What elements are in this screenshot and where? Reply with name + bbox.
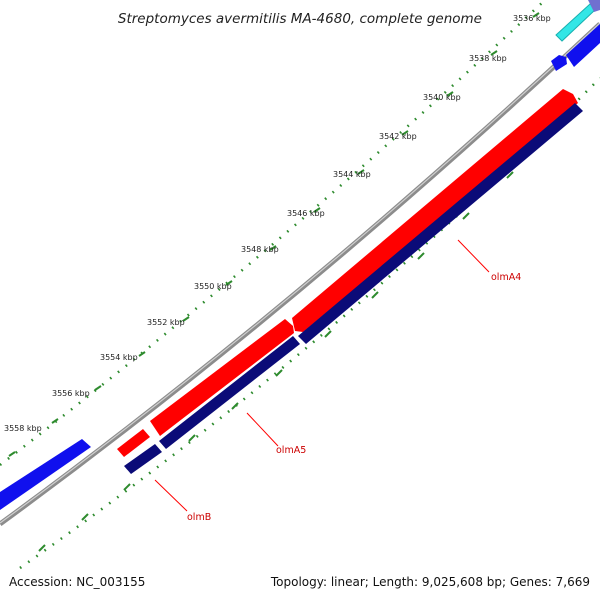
- outer-major-tick: [357, 169, 365, 175]
- inner-major-tick: [462, 212, 470, 220]
- red-features: [117, 89, 578, 457]
- leader-olmB: [154, 479, 188, 512]
- outer-major-tick: [8, 451, 16, 457]
- outer-major-tick: [138, 351, 146, 357]
- navy-features: [124, 103, 583, 474]
- outer-major-tick: [94, 385, 102, 391]
- gene-blue-small[interactable]: [551, 55, 567, 71]
- inner-major-tick: [275, 369, 283, 377]
- genome-summary-text: Topology: linear; Length: 9,025,608 bp; …: [270, 575, 590, 589]
- scale-label-3554: 3554 kbp: [100, 353, 138, 362]
- backbone: [0, 22, 600, 527]
- scale-label-3550: 3550 kbp: [194, 282, 232, 291]
- inner-major-tick: [188, 434, 196, 442]
- outer-major-tick: [269, 245, 277, 251]
- inner-major-tick: [231, 402, 239, 410]
- outer-ruler: [0, 0, 546, 467]
- inner-major-tick: [324, 330, 332, 338]
- leader-olmA5: [246, 412, 279, 447]
- backbone-line: [0, 22, 600, 527]
- cds-navy-olmA5[interactable]: [159, 336, 300, 449]
- scale-label-3544: 3544 kbp: [333, 170, 371, 179]
- outer-major-ticks: [8, 12, 540, 457]
- outer-major-tick: [532, 12, 540, 18]
- gene-label-olmA5: olmA5: [276, 445, 306, 456]
- cds-red-olmA4[interactable]: [292, 89, 578, 332]
- inner-major-tick: [506, 171, 514, 179]
- accession-text: Accession: NC_003155: [9, 575, 145, 589]
- inner-major-tick: [123, 483, 131, 491]
- gene-blue-left[interactable]: [0, 439, 91, 510]
- scale-label-3552: 3552 kbp: [147, 318, 185, 327]
- gene-blue-right[interactable]: [566, 24, 600, 67]
- outer-major-tick: [225, 280, 233, 286]
- scale-label-3540: 3540 kbp: [423, 93, 461, 102]
- gene-label-olmA4: olmA4: [491, 272, 521, 283]
- gene-label-olmB: olmB: [187, 512, 211, 523]
- scale-label-3542: 3542 kbp: [379, 132, 417, 141]
- inner-major-tick: [371, 291, 379, 299]
- inner-major-tick: [81, 513, 89, 521]
- scale-label-3536: 3536 kbp: [513, 14, 551, 23]
- cds-red-olmA5[interactable]: [150, 319, 294, 436]
- outer-major-tick: [51, 418, 59, 424]
- scale-label-3546: 3546 kbp: [287, 209, 325, 218]
- backbone-highlight: [0, 22, 600, 524]
- gene-purple[interactable]: [588, 0, 600, 12]
- scale-label-3556: 3556 kbp: [52, 389, 90, 398]
- cds-red-olmB[interactable]: [117, 429, 150, 457]
- outer-major-tick: [490, 50, 498, 56]
- scale-label-3548: 3548 kbp: [241, 245, 279, 254]
- inner-major-tick: [38, 544, 46, 552]
- scale-label-3538: 3538 kbp: [469, 54, 507, 63]
- top-right-genes: [551, 0, 600, 71]
- outer-major-tick: [401, 130, 409, 136]
- outer-minor-ticks: [0, 0, 546, 467]
- cds-navy-olmA4[interactable]: [298, 103, 583, 344]
- outer-major-tick: [182, 316, 190, 322]
- map-title: Streptomyces avermitilis MA-4680, comple…: [118, 11, 482, 27]
- leader-olmA4: [457, 239, 490, 273]
- outer-major-tick: [446, 91, 454, 97]
- scale-label-3558: 3558 kbp: [4, 424, 42, 433]
- cds-navy-olmB[interactable]: [124, 444, 162, 474]
- outer-major-tick: [313, 207, 321, 213]
- inner-major-tick: [417, 252, 425, 260]
- label-leaders: [154, 239, 490, 512]
